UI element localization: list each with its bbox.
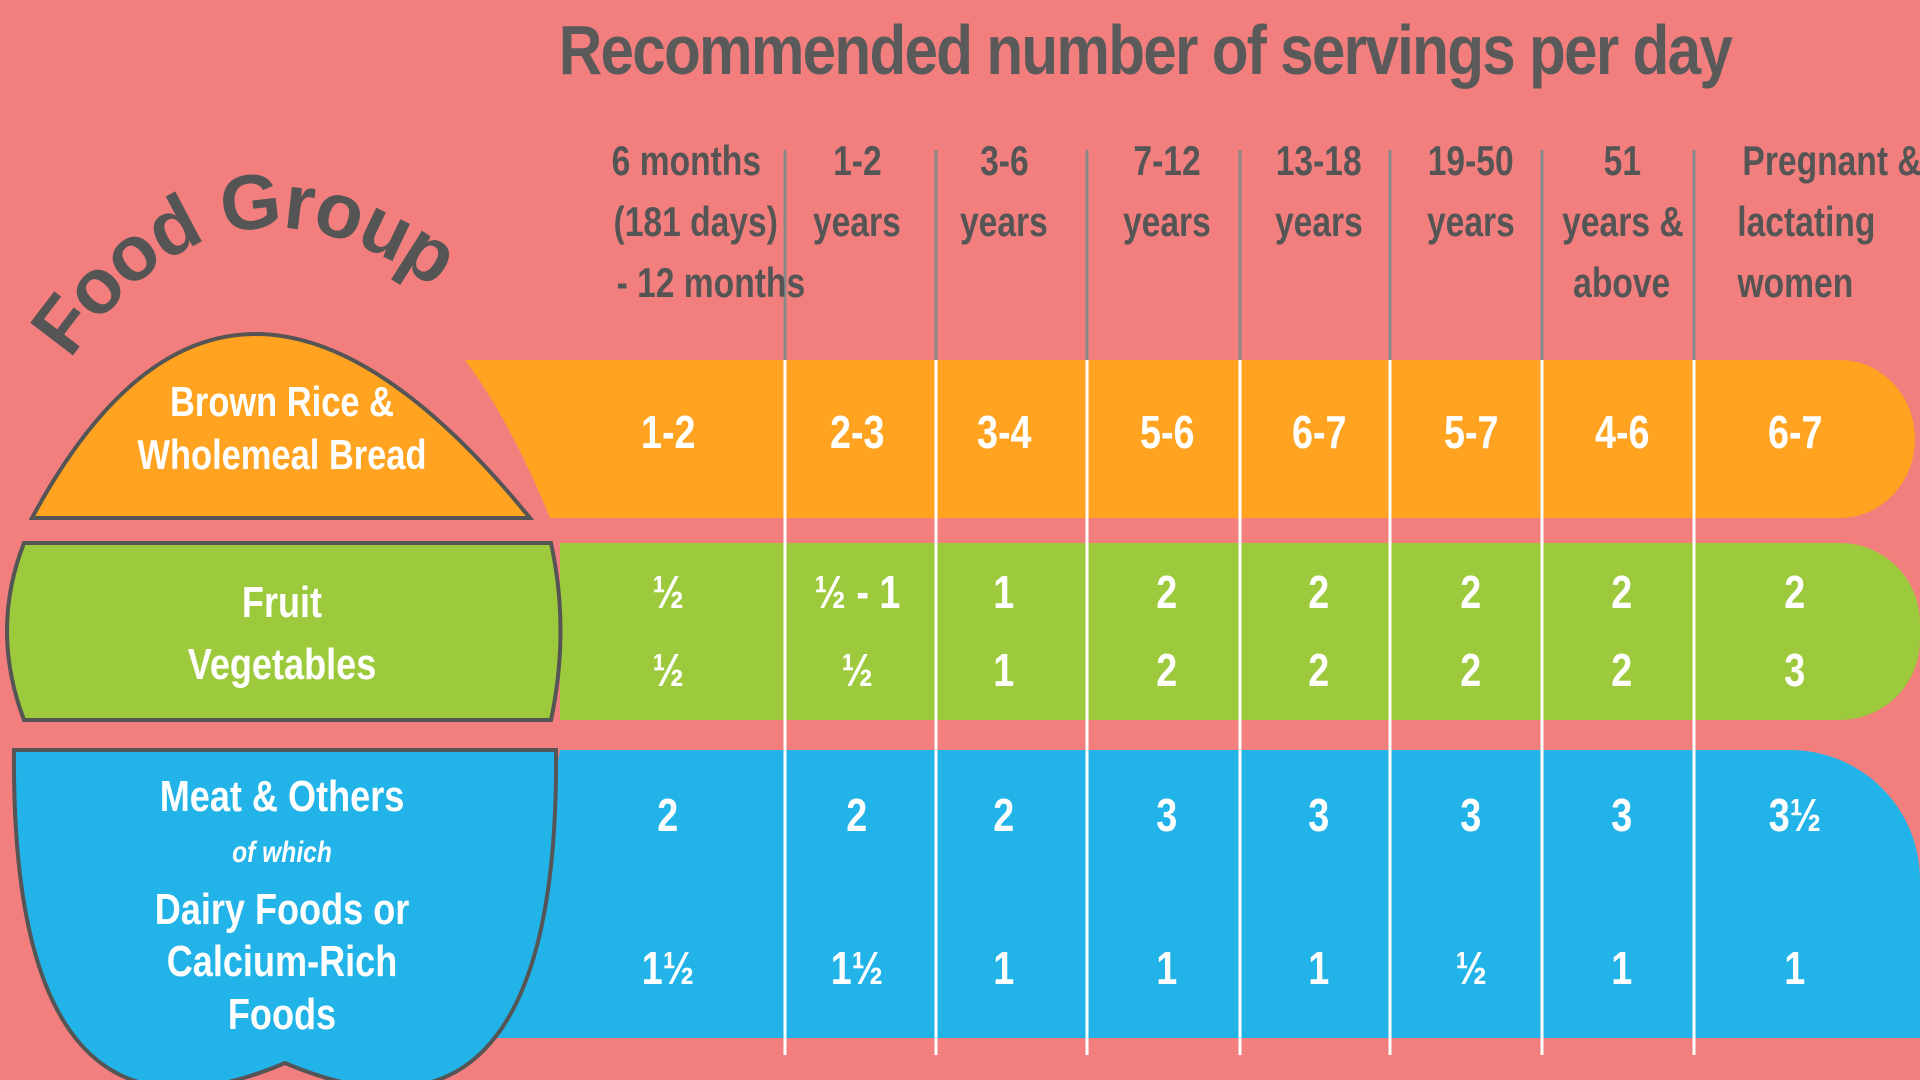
serving-value: 3-4 bbox=[976, 406, 1032, 458]
column-header-line: 13-18 bbox=[1276, 137, 1362, 184]
fruit-veg-pill bbox=[5, 541, 563, 722]
column-header-line: years bbox=[1123, 198, 1211, 245]
column-header-line: 19-50 bbox=[1428, 137, 1514, 184]
serving-value: ½ bbox=[1455, 942, 1487, 994]
food-groups-label: Food Groups bbox=[0, 0, 474, 370]
serving-value: 2 bbox=[1308, 566, 1330, 618]
column-header-line: (181 days) bbox=[613, 198, 778, 245]
svg-text:Food Groups: Food Groups bbox=[0, 0, 472, 370]
column-header: 7-12 years bbox=[1092, 130, 1242, 252]
serving-value: 2 bbox=[993, 789, 1015, 841]
serving-value: 1 bbox=[993, 644, 1015, 696]
serving-value: ½ bbox=[841, 644, 873, 696]
column-header-line: lactating bbox=[1737, 198, 1876, 245]
column-header-line: years bbox=[1275, 198, 1363, 245]
column-header: 6 months (181 days) - 12 months bbox=[593, 130, 805, 313]
serving-value: 1 bbox=[993, 566, 1015, 618]
meat-bowl bbox=[11, 748, 559, 1080]
column-header-line: 51 bbox=[1603, 137, 1641, 184]
serving-value: 2 bbox=[1156, 566, 1178, 618]
column-header-line: 3-6 bbox=[979, 137, 1029, 184]
serving-value: 1½ bbox=[641, 942, 695, 994]
column-header: 13-18 years bbox=[1244, 130, 1394, 252]
page-title: Recommended number of servings per day bbox=[558, 11, 1733, 89]
group-label: Wholemeal Bread bbox=[137, 431, 427, 478]
column-header: 1-2 years bbox=[782, 130, 932, 252]
serving-value: 1-2 bbox=[640, 406, 696, 458]
serving-value: 1 bbox=[993, 942, 1015, 994]
serving-value: 2 bbox=[1308, 644, 1330, 696]
column-header: 3-6 years bbox=[929, 130, 1079, 252]
serving-value: 5-6 bbox=[1139, 406, 1195, 458]
serving-value: 2 bbox=[1784, 566, 1806, 618]
serving-value: 2 bbox=[846, 789, 868, 841]
column-header: 51 years & above bbox=[1547, 130, 1697, 313]
serving-value: 2 bbox=[1460, 566, 1482, 618]
group-label: Brown Rice & bbox=[170, 378, 394, 425]
column-header-line: years & bbox=[1562, 198, 1684, 245]
serving-value: 2 bbox=[1460, 644, 1482, 696]
group-label: Fruit bbox=[241, 578, 323, 627]
serving-value: 4-6 bbox=[1594, 406, 1650, 458]
group-label: Calcium-Rich bbox=[166, 937, 398, 986]
grains-semicircle bbox=[28, 332, 535, 520]
serving-value: 2-3 bbox=[829, 406, 885, 458]
group-label: Vegetables bbox=[187, 640, 377, 689]
serving-value: 3 bbox=[1460, 789, 1482, 841]
serving-value: 1½ bbox=[830, 942, 884, 994]
column-header-line: - 12 months bbox=[616, 259, 806, 306]
serving-value: 3 bbox=[1784, 644, 1806, 696]
serving-value: ½ bbox=[652, 644, 684, 696]
serving-value: 5-7 bbox=[1443, 406, 1499, 458]
serving-value: 2 bbox=[1611, 566, 1633, 618]
serving-value: 1 bbox=[1156, 942, 1178, 994]
serving-value: 6-7 bbox=[1767, 406, 1823, 458]
column-header: 19-50 years bbox=[1396, 130, 1546, 252]
column-header-line: 1-2 bbox=[832, 137, 882, 184]
column-header-line: above bbox=[1573, 259, 1671, 306]
column-header-line: years bbox=[1427, 198, 1515, 245]
serving-value: 2 bbox=[1156, 644, 1178, 696]
column-header-line: years bbox=[960, 198, 1048, 245]
group-label: Dairy Foods or bbox=[154, 885, 410, 934]
serving-value: 1 bbox=[1784, 942, 1806, 994]
column-header-line: 6 months bbox=[611, 137, 762, 184]
serving-value: 2 bbox=[1611, 644, 1633, 696]
grains-band bbox=[465, 360, 1915, 518]
group-label: Foods bbox=[227, 990, 337, 1039]
serving-value: ½ - 1 bbox=[814, 566, 900, 618]
column-header-line: Pregnant & bbox=[1742, 137, 1920, 184]
column-header-line: women bbox=[1737, 259, 1853, 306]
serving-value: 6-7 bbox=[1291, 406, 1347, 458]
meat-band bbox=[445, 750, 1920, 1038]
serving-value: 3½ bbox=[1768, 789, 1822, 841]
serving-value: 2 bbox=[657, 789, 679, 841]
serving-value: 3 bbox=[1156, 789, 1178, 841]
column-header-line: 7-12 bbox=[1133, 137, 1201, 184]
serving-value: 1 bbox=[1611, 942, 1633, 994]
serving-value: 1 bbox=[1308, 942, 1330, 994]
group-label: of which bbox=[232, 836, 332, 869]
group-label: Meat & Others bbox=[159, 772, 405, 821]
column-header-line: years bbox=[813, 198, 901, 245]
serving-value: 3 bbox=[1611, 789, 1633, 841]
serving-value: ½ bbox=[652, 566, 684, 618]
serving-value: 3 bbox=[1308, 789, 1330, 841]
column-header: Pregnant & lactating women bbox=[1720, 130, 1920, 313]
